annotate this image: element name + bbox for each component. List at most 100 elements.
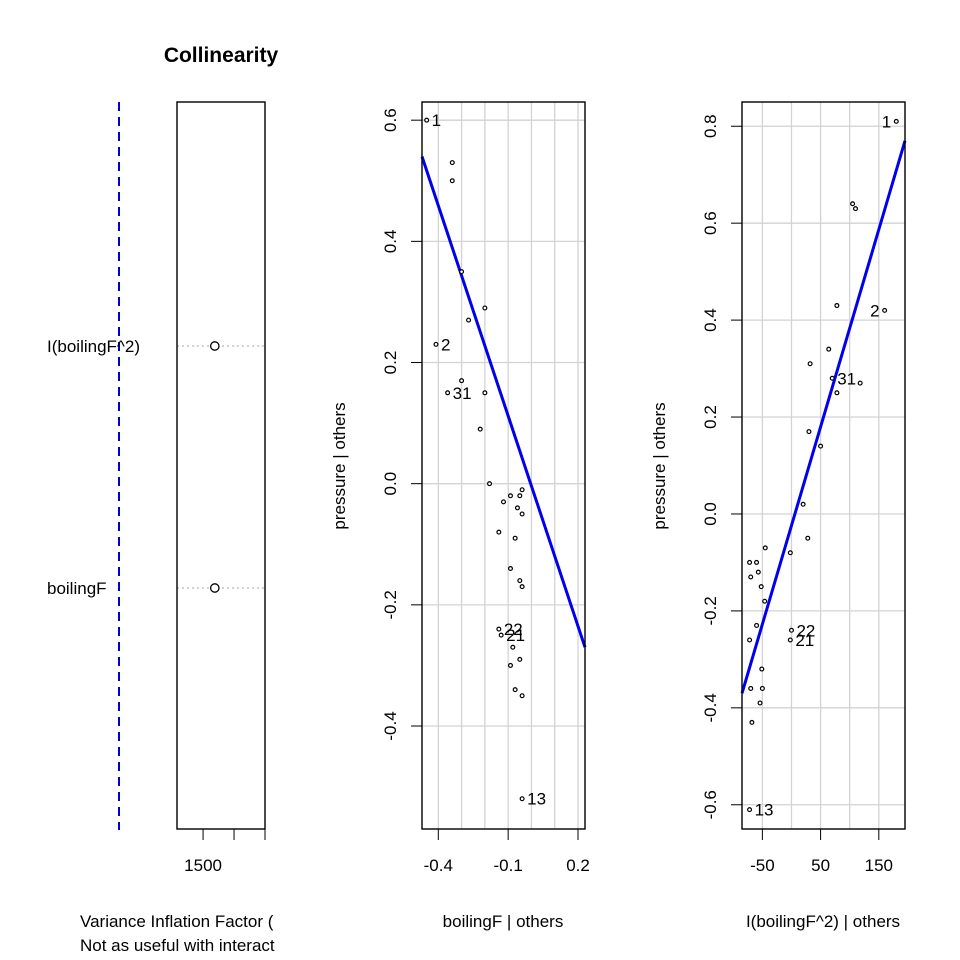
data-point — [806, 429, 812, 435]
vif-category-boilingf: boilingF — [47, 579, 107, 598]
data-point — [482, 390, 488, 396]
av2-points — [747, 118, 899, 813]
data-point — [512, 535, 518, 541]
av2-x-axis: -50 50 150 — [750, 828, 893, 875]
data-point — [762, 545, 768, 551]
vif-category-boilingf2: I(boilingF^2) — [47, 337, 140, 356]
data-point — [496, 529, 502, 535]
data-point — [748, 574, 754, 580]
data-point — [818, 443, 824, 449]
data-point — [487, 481, 493, 487]
data-point — [882, 307, 888, 313]
av2-fit-line — [740, 140, 907, 694]
data-point — [762, 598, 768, 604]
y-tick-label: -0.4 — [381, 711, 400, 740]
av2-y-axis-label: pressure | others — [650, 402, 669, 529]
y-tick-label: 0.8 — [701, 114, 720, 138]
data-point — [757, 700, 763, 706]
vif-plot-frame — [176, 101, 266, 830]
y-tick-label: -0.2 — [381, 590, 400, 619]
data-point — [507, 662, 513, 668]
data-point — [800, 501, 806, 507]
data-point — [445, 390, 451, 396]
data-point — [853, 206, 859, 212]
point-label: 21 — [795, 631, 814, 650]
data-point — [787, 637, 793, 643]
point-label: 13 — [755, 801, 774, 820]
point-label: 13 — [527, 790, 546, 809]
x-tick-label: -50 — [750, 856, 775, 875]
data-point — [519, 511, 525, 517]
y-tick-label: 0.6 — [381, 108, 400, 132]
av1-grid — [422, 102, 585, 829]
x-tick-label: -0.4 — [424, 856, 453, 875]
data-point — [893, 118, 899, 124]
data-point — [482, 305, 488, 311]
y-tick-label: 0.2 — [701, 405, 720, 429]
data-point — [788, 627, 794, 633]
av2-plot-frame — [741, 101, 906, 830]
av2-y-axis: -0.6 -0.4 -0.2 0.0 0.2 0.4 0.6 0.8 — [701, 114, 743, 819]
data-point — [496, 626, 502, 632]
x-tick-label: 50 — [811, 856, 830, 875]
vif-points — [209, 341, 220, 593]
data-point — [758, 584, 764, 590]
y-tick-label: 0.4 — [381, 230, 400, 254]
y-tick-label: -0.6 — [701, 790, 720, 819]
av2-x-axis-label: I(boilingF^2) | others — [746, 912, 900, 931]
data-point — [749, 719, 755, 725]
vif-guides — [177, 345, 265, 589]
data-point — [517, 656, 523, 662]
data-point — [459, 378, 465, 384]
av1-fit-line — [420, 156, 587, 648]
vif-x-tick-label: 1500 — [184, 856, 222, 875]
av1-y-axis-label: pressure | others — [330, 402, 349, 529]
av1-y-axis: -0.4 -0.2 0.0 0.2 0.4 0.6 — [381, 108, 423, 741]
data-point — [466, 317, 472, 323]
point-label: 2 — [870, 301, 879, 320]
data-point — [754, 622, 760, 628]
data-point — [517, 578, 523, 584]
data-point — [477, 426, 483, 432]
vif-point — [209, 583, 220, 593]
point-label: 1 — [882, 112, 891, 131]
data-point — [510, 644, 516, 650]
data-point — [807, 361, 813, 367]
data-point — [449, 178, 455, 184]
data-point — [507, 493, 513, 499]
av1-plot-frame — [421, 101, 586, 830]
av1-x-axis-label: boilingF | others — [443, 912, 564, 931]
data-point — [850, 201, 856, 207]
vif-x-axis-label-line2: Not as useful with interact — [80, 936, 275, 955]
y-tick-label: 0.6 — [701, 211, 720, 235]
data-point — [517, 493, 523, 499]
data-point — [754, 559, 760, 565]
y-tick-label: -0.2 — [701, 596, 720, 625]
y-tick-label: 0.0 — [701, 502, 720, 526]
x-tick-label: -0.1 — [494, 856, 523, 875]
data-point — [834, 303, 840, 309]
data-point — [459, 269, 465, 275]
data-point — [747, 559, 753, 565]
data-point — [759, 685, 765, 691]
data-point — [424, 117, 430, 123]
data-point — [501, 499, 507, 505]
data-point — [829, 375, 835, 381]
data-point — [507, 565, 513, 571]
data-point — [747, 807, 753, 813]
y-tick-label: -0.4 — [701, 693, 720, 722]
data-point — [755, 569, 761, 575]
data-point — [519, 693, 525, 699]
x-tick-label: 0.2 — [566, 856, 590, 875]
av1-x-axis: -0.4 -0.1 0.2 — [424, 828, 590, 875]
data-point — [519, 796, 525, 802]
y-tick-label: 0.2 — [381, 351, 400, 375]
vif-label-clip-mask — [320, 900, 360, 960]
av1-points — [424, 117, 525, 802]
point-label: 2 — [441, 335, 450, 354]
